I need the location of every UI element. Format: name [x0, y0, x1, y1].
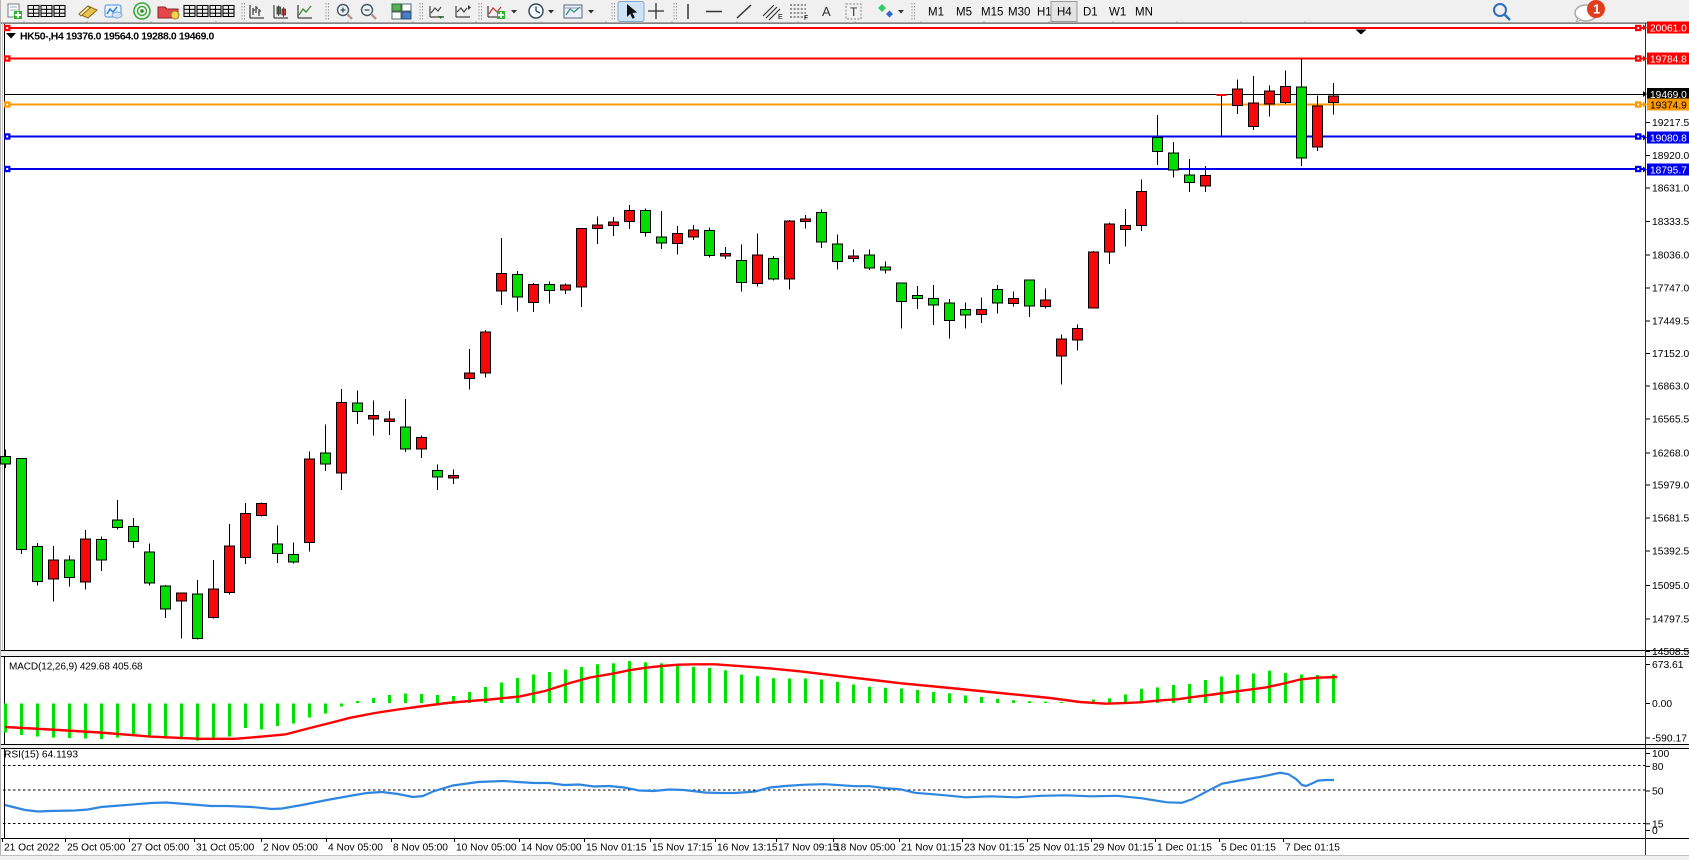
svg-text:19217.5: 19217.5: [1652, 118, 1689, 129]
svg-text:17747.0: 17747.0: [1652, 284, 1689, 295]
svg-text:M5: M5: [956, 7, 972, 19]
svg-text:21 Oct 2022: 21 Oct 2022: [4, 843, 60, 854]
svg-text:27 Oct 05:00: 27 Oct 05:00: [131, 843, 190, 854]
svg-text:10 Nov 05:00: 10 Nov 05:00: [456, 843, 517, 854]
svg-text:A: A: [822, 4, 831, 19]
svg-text:7 Dec 01:15: 7 Dec 01:15: [1285, 843, 1340, 854]
svg-text:W1: W1: [1109, 7, 1126, 19]
svg-text:21 Nov 01:15: 21 Nov 01:15: [901, 843, 962, 854]
svg-text:M30: M30: [1008, 7, 1030, 19]
svg-text:18036.0: 18036.0: [1652, 251, 1689, 262]
svg-text:HK50-,H4 19376.0 19564.0 1928: HK50-,H4 19376.0 19564.0 19288.0 19469.0: [20, 32, 215, 43]
svg-text:MN: MN: [1135, 7, 1153, 19]
svg-text:1 Dec 01:15: 1 Dec 01:15: [1157, 843, 1212, 854]
svg-text:18333.5: 18333.5: [1652, 217, 1689, 228]
svg-text:14797.5: 14797.5: [1652, 615, 1689, 626]
svg-text:H4: H4: [1057, 7, 1072, 19]
svg-text:F: F: [804, 15, 808, 22]
svg-text:M1: M1: [928, 7, 944, 19]
svg-text:RSI(15) 64.1193: RSI(15) 64.1193: [4, 750, 78, 761]
svg-text:5 Dec 01:15: 5 Dec 01:15: [1221, 843, 1276, 854]
svg-text:18795.7: 18795.7: [1650, 165, 1687, 176]
svg-text:14508.5: 14508.5: [1652, 647, 1689, 658]
svg-text:M15: M15: [981, 7, 1003, 19]
svg-text:23 Nov 01:15: 23 Nov 01:15: [964, 843, 1025, 854]
svg-text:19784.8: 19784.8: [1650, 54, 1687, 65]
svg-text:E: E: [778, 14, 783, 21]
svg-text:1: 1: [1593, 2, 1600, 17]
svg-text:17 Nov 09:15: 17 Nov 09:15: [778, 843, 839, 854]
svg-text:2 Nov 05:00: 2 Nov 05:00: [263, 843, 318, 854]
svg-text:16 Nov 13:15: 16 Nov 13:15: [717, 843, 778, 854]
svg-text:16565.5: 16565.5: [1652, 415, 1689, 426]
svg-text:15095.0: 15095.0: [1652, 581, 1689, 592]
svg-text:17449.5: 17449.5: [1652, 317, 1689, 328]
svg-text:100: 100: [1652, 749, 1669, 760]
svg-text:25 Oct 05:00: 25 Oct 05:00: [67, 843, 126, 854]
svg-text:0.00: 0.00: [1652, 699, 1672, 710]
svg-text:15 Nov 17:15: 15 Nov 17:15: [652, 843, 713, 854]
svg-text:16268.0: 16268.0: [1652, 449, 1689, 460]
svg-text:15: 15: [1652, 819, 1664, 830]
svg-text:MACD(12,26,9) 429.68 405.68: MACD(12,26,9) 429.68 405.68: [9, 662, 143, 673]
svg-text:18920.0: 18920.0: [1652, 151, 1689, 162]
svg-text:17152.0: 17152.0: [1652, 349, 1689, 360]
svg-text:8 Nov 05:00: 8 Nov 05:00: [393, 843, 448, 854]
svg-text:15979.0: 15979.0: [1652, 481, 1689, 492]
svg-text:4 Nov 05:00: 4 Nov 05:00: [328, 843, 383, 854]
svg-text:-590.17: -590.17: [1652, 734, 1687, 745]
svg-text:673.61: 673.61: [1652, 660, 1684, 671]
svg-text:19374.9: 19374.9: [1650, 100, 1687, 111]
svg-text:15681.5: 15681.5: [1652, 514, 1689, 525]
svg-text:19469.0: 19469.0: [1650, 90, 1687, 101]
svg-text:50: 50: [1652, 787, 1664, 798]
svg-text:18631.0: 18631.0: [1652, 184, 1689, 195]
svg-text:31 Oct 05:00: 31 Oct 05:00: [196, 843, 255, 854]
svg-text:14 Nov 05:00: 14 Nov 05:00: [521, 843, 582, 854]
svg-text:80: 80: [1652, 762, 1664, 773]
svg-text:18 Nov 05:00: 18 Nov 05:00: [835, 843, 896, 854]
svg-text:15392.5: 15392.5: [1652, 547, 1689, 558]
svg-text:25 Nov 01:15: 25 Nov 01:15: [1029, 843, 1090, 854]
svg-text:29 Nov 01:15: 29 Nov 01:15: [1093, 843, 1154, 854]
svg-text:15 Nov 01:15: 15 Nov 01:15: [586, 843, 647, 854]
svg-text:20061.0: 20061.0: [1650, 23, 1687, 34]
svg-text:T: T: [850, 5, 858, 19]
svg-text:16863.0: 16863.0: [1652, 382, 1689, 393]
svg-text:D1: D1: [1083, 7, 1098, 19]
svg-text:H1: H1: [1037, 7, 1052, 19]
svg-text:19080.8: 19080.8: [1650, 133, 1687, 144]
svg-text:0: 0: [1652, 826, 1658, 837]
